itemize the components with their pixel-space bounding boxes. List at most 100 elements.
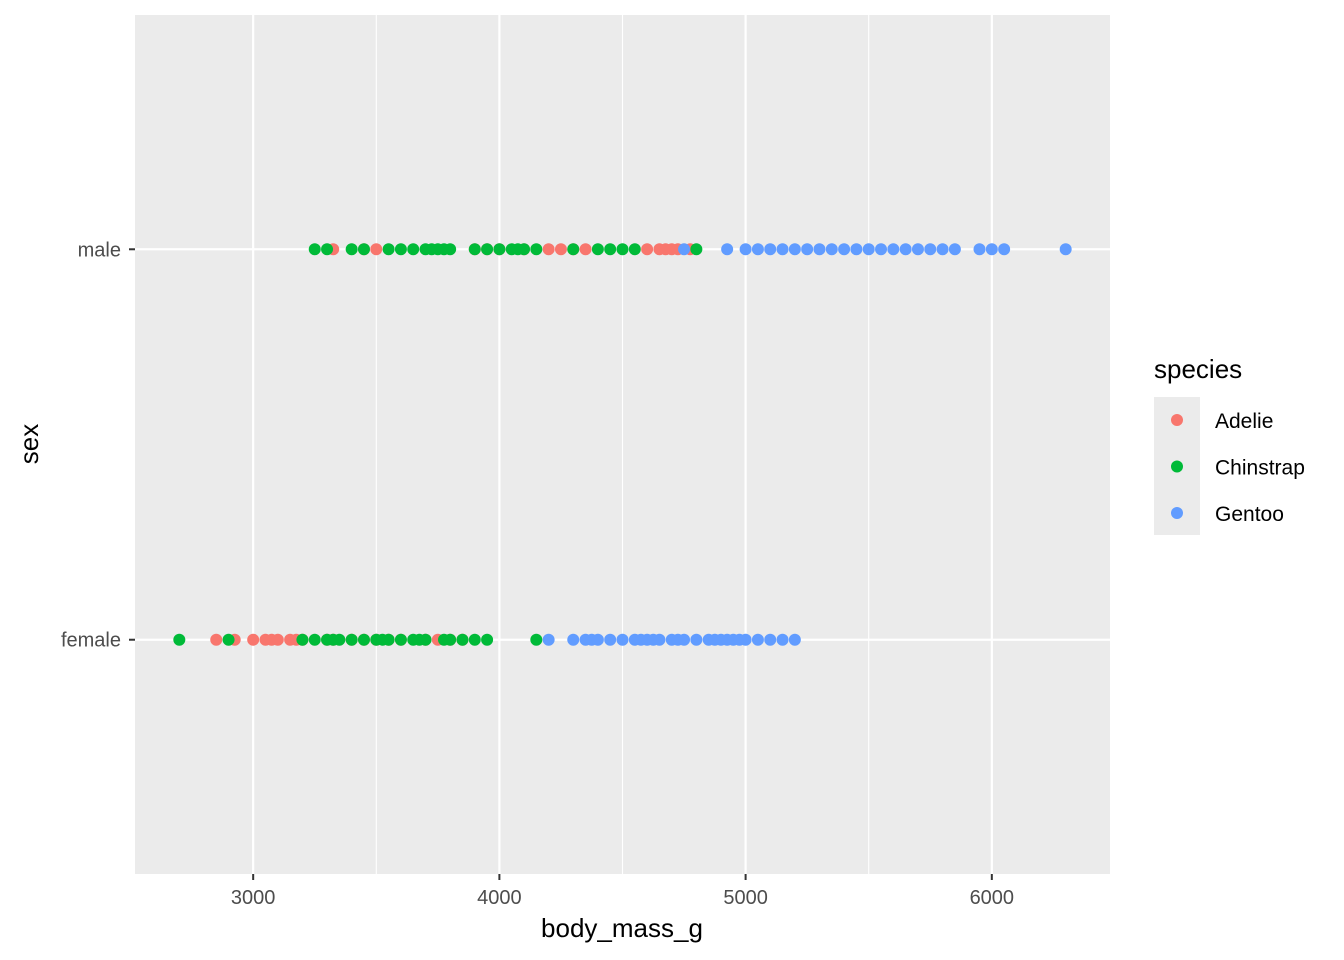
data-point [394,633,407,646]
data-point [481,633,494,646]
data-point [222,633,235,646]
x-tick-label: 5000 [723,887,768,909]
y-axis-title: sex [14,424,44,464]
data-point [308,243,321,256]
data-point [468,243,481,256]
data-point [456,633,469,646]
data-point [875,243,888,256]
data-point [357,633,370,646]
data-point [739,243,752,256]
y-axis-tick-labels: female male [61,239,121,651]
data-point [394,243,407,256]
legend-key [1171,460,1183,473]
data-point [825,243,838,256]
legend-title: species [1154,354,1242,384]
data-point [813,243,826,256]
y-tick-label: male [78,239,121,261]
data-point [721,243,734,256]
data-point [345,243,358,256]
legend: species Adelie Chinstrap Gentoo [1154,354,1305,535]
data-point [985,243,998,256]
data-point [604,243,617,256]
legend-label: Adelie [1215,410,1273,433]
data-point [518,243,531,256]
x-tick-label: 3000 [231,887,276,909]
data-point [764,633,777,646]
data-point [321,243,334,256]
legend-label: Chinstrap [1215,457,1305,480]
data-point [838,243,851,256]
data-point [444,243,457,256]
data-point [530,243,543,256]
legend-key [1171,414,1183,426]
data-point [690,633,703,646]
data-point [751,243,764,256]
data-point [173,633,186,646]
data-point [591,633,604,646]
data-point [862,243,875,256]
data-point [924,243,937,256]
x-tick-label: 4000 [477,887,522,909]
data-point [407,243,420,256]
data-point [788,633,801,646]
data-point [604,633,617,646]
data-point [690,243,703,256]
data-point [247,633,260,646]
data-point [751,633,764,646]
data-point [567,633,580,646]
x-axis-tick-labels: 3000 4000 5000 6000 [231,887,1014,909]
data-point [210,633,223,646]
data-point [641,243,654,256]
data-point [444,633,457,646]
data-point [542,243,555,256]
data-point [739,633,752,646]
data-point [333,633,346,646]
data-point [628,243,641,256]
data-point [382,633,395,646]
data-point [911,243,924,256]
data-point [1059,243,1072,256]
axis-ticks [129,248,993,880]
data-point [271,633,284,646]
data-point [678,243,691,256]
data-point [801,243,814,256]
data-point [345,633,358,646]
data-point [616,633,629,646]
data-point [998,243,1011,256]
data-point [776,243,789,256]
data-points [173,243,1072,646]
legend-key [1171,507,1183,519]
data-point [678,633,691,646]
data-point [530,633,543,646]
data-point [764,243,777,256]
data-point [357,243,370,256]
data-point [481,243,494,256]
data-point [616,243,629,256]
data-point [493,243,506,256]
data-point [653,633,666,646]
data-point [468,633,481,646]
data-point [850,243,863,256]
data-point [948,243,961,256]
data-point [296,633,309,646]
data-point [776,633,789,646]
data-point [788,243,801,256]
data-point [542,633,555,646]
x-axis-title: body_mass_g [541,913,703,943]
data-point [973,243,986,256]
data-point [899,243,912,256]
data-point [419,633,432,646]
data-point [567,243,580,256]
data-point [579,243,592,256]
y-tick-label: female [61,630,121,652]
data-point [591,243,604,256]
legend-label: Gentoo [1215,503,1284,526]
data-point [370,243,383,256]
x-tick-label: 6000 [970,887,1015,909]
data-point [382,243,395,256]
data-point [308,633,321,646]
data-point [936,243,949,256]
data-point [554,243,567,256]
data-point [887,243,900,256]
